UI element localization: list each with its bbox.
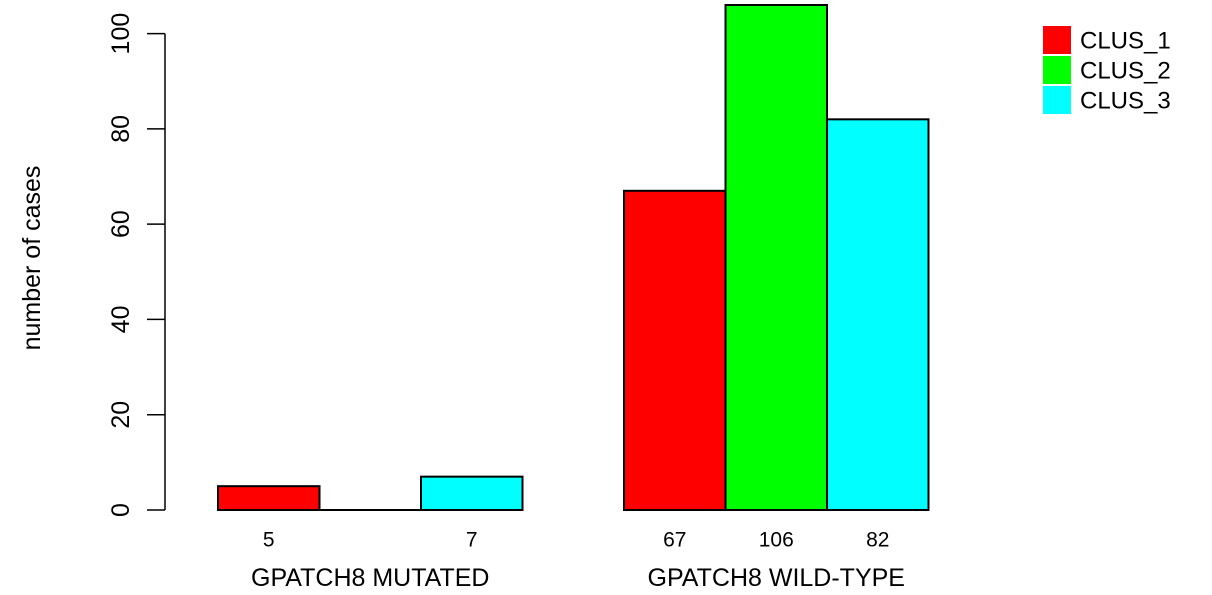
legend: CLUS_1 CLUS_2 CLUS_3 [1043, 26, 1171, 115]
category-labels: GPATCH8 MUTATED GPATCH8 WILD-TYPE [251, 564, 905, 592]
bar-value-labels: 5 7 67 106 82 [263, 529, 890, 552]
legend-label: CLUS_3 [1080, 88, 1171, 115]
bar [623, 189, 727, 511]
y-axis: 0 20 40 60 80 100 [107, 13, 166, 517]
bar-value-label: 7 [466, 529, 478, 552]
legend-swatch [1043, 56, 1071, 84]
bar-value-label: 67 [663, 529, 686, 552]
legend-label: CLUS_2 [1080, 58, 1171, 85]
y-tick-label: 100 [107, 13, 135, 55]
bar [826, 118, 930, 511]
category-label: GPATCH8 WILD-TYPE [648, 564, 905, 592]
y-tick-label: 0 [107, 503, 135, 517]
bar-value-label: 5 [263, 529, 275, 552]
bars [217, 4, 930, 512]
bar [724, 4, 828, 511]
legend-swatch [1043, 86, 1071, 114]
legend-swatch [1043, 26, 1071, 54]
y-tick-label: 80 [107, 115, 135, 143]
y-tick-label: 60 [107, 210, 135, 238]
y-tick-label: 40 [107, 306, 135, 334]
category-label: GPATCH8 MUTATED [251, 564, 489, 592]
y-tick-label: 20 [107, 401, 135, 429]
bar [420, 475, 524, 511]
bar-value-label: 106 [759, 529, 794, 552]
y-axis-label: number of cases [18, 166, 46, 351]
bar [217, 485, 321, 512]
bar-value-label: 82 [866, 529, 889, 552]
legend-label: CLUS_1 [1080, 28, 1171, 55]
